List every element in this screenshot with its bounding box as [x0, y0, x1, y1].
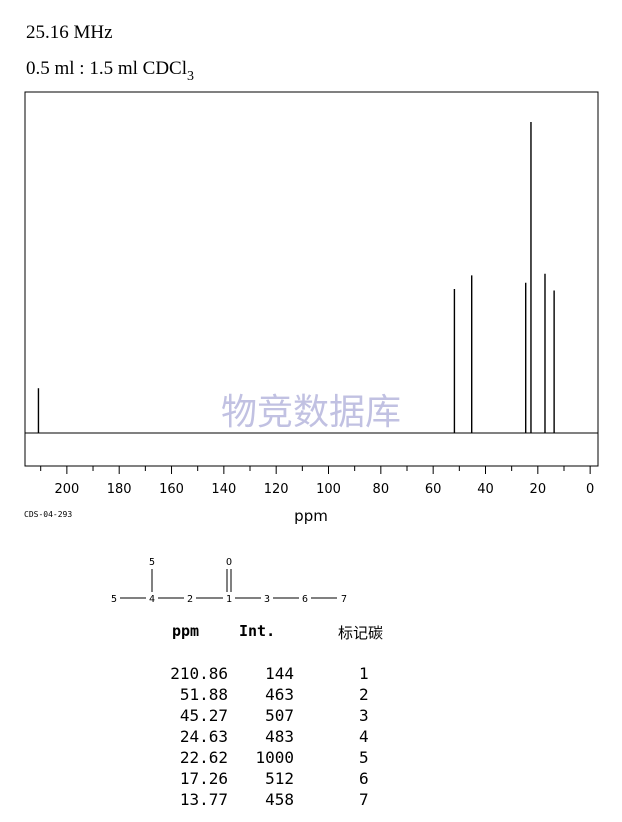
watermark: 物竞数据库	[221, 392, 401, 433]
solvent-subscript: 3	[187, 69, 194, 84]
atom-label: 1	[226, 594, 232, 605]
x-tick-label: 80	[373, 482, 390, 497]
cell-assignment: 3	[359, 706, 369, 725]
cell-ppm: 24.63	[179, 727, 228, 746]
cell-intensity: 144	[265, 664, 294, 683]
cell-ppm: 17.26	[179, 769, 228, 788]
table-row: 17.26 512 6	[0, 769, 622, 790]
peaks-layer	[37, 122, 555, 433]
x-tick-label: 0	[586, 482, 594, 497]
cell-assignment: 2	[359, 685, 369, 704]
atom-label: 7	[341, 594, 347, 605]
column-header-ppm: ppm	[172, 622, 200, 640]
atom-label: 5	[149, 557, 155, 568]
x-tick-label: 180	[107, 482, 132, 497]
x-tick-label: 100	[316, 482, 341, 497]
x-tick-label: 140	[211, 482, 236, 497]
cell-ppm: 45.27	[179, 706, 228, 725]
x-axis-ticks: 200 180 160 140 120 100 80 60 40 20 0	[40, 466, 594, 497]
cell-assignment: 1	[359, 664, 369, 683]
cell-intensity: 512	[265, 769, 294, 788]
x-tick-label: 200	[54, 482, 79, 497]
plot-frame	[24, 91, 599, 467]
cell-intensity: 458	[265, 790, 294, 809]
x-tick-label: 120	[264, 482, 289, 497]
column-header-assignment: 标记碳	[338, 624, 384, 642]
x-tick-label: 40	[477, 482, 494, 497]
solvent-text: 0.5 ml : 1.5 ml CDCl	[26, 58, 187, 79]
cell-assignment: 4	[359, 727, 369, 746]
column-header-intensity: Int.	[239, 622, 276, 640]
atom-label: 4	[149, 594, 155, 605]
cell-intensity: 463	[265, 685, 294, 704]
table-row: 13.77 458 7	[0, 790, 622, 811]
x-axis-label: ppm	[294, 507, 328, 525]
atom-label: O	[226, 557, 232, 568]
cell-ppm: 22.62	[179, 748, 228, 767]
cell-intensity: 1000	[255, 748, 294, 767]
atom-label: 6	[302, 594, 308, 605]
x-tick-label: 20	[530, 482, 547, 497]
cell-assignment: 6	[359, 769, 369, 788]
x-tick-label: 60	[425, 482, 442, 497]
x-tick-label: 160	[159, 482, 184, 497]
nmr-spectrum-chart: 物竞数据库 200 180 160 140 120 100 80 60 40 20 0 ppm	[24, 91, 599, 525]
atom-label: 2	[187, 594, 193, 605]
table-row: 24.63 483 4	[0, 727, 622, 748]
cell-intensity: 507	[265, 706, 294, 725]
atom-label: 5	[111, 594, 117, 605]
cell-assignment: 7	[359, 790, 369, 809]
frequency-label: 25.16 MHz	[26, 22, 113, 43]
table-row: 210.86 144 1	[0, 664, 622, 685]
cell-ppm: 13.77	[179, 790, 228, 809]
table-row: 45.27 507 3	[0, 706, 622, 727]
table-row: 22.62 1000 5	[0, 748, 622, 769]
cell-ppm: 51.88	[179, 685, 228, 704]
atom-label: 3	[264, 594, 270, 605]
spectrum-code: CDS-04-293	[24, 510, 73, 519]
cell-intensity: 483	[265, 727, 294, 746]
cell-assignment: 5	[359, 748, 369, 767]
cell-ppm: 210.86	[170, 664, 228, 683]
table-row: 51.88 463 2	[0, 685, 622, 706]
solvent-label: 0.5 ml : 1.5 ml CDCl3	[26, 58, 194, 85]
